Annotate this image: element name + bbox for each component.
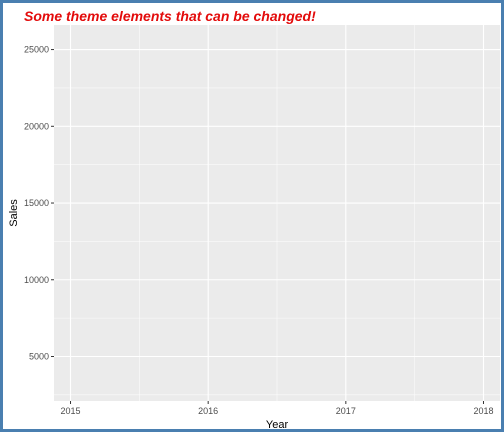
x-axis-title: Year bbox=[266, 419, 289, 431]
y-tick-label: 25000 bbox=[24, 45, 49, 55]
y-tick-label: 20000 bbox=[24, 121, 49, 131]
chart-title: Some theme elements that can be changed! bbox=[24, 8, 316, 24]
x-tick-label: 2016 bbox=[198, 406, 218, 416]
y-tick-label: 15000 bbox=[24, 198, 49, 208]
x-axis: 2015 2016 2017 2018 bbox=[61, 401, 493, 416]
x-tick-label: 2018 bbox=[473, 406, 493, 416]
chart: Some theme elements that can be changed!… bbox=[8, 8, 500, 431]
y-axis-title: Sales bbox=[8, 199, 20, 227]
major-gridlines bbox=[54, 25, 500, 401]
x-tick-label: 2017 bbox=[336, 406, 356, 416]
minor-gridlines bbox=[54, 25, 500, 401]
y-axis: 5000 10000 15000 20000 25000 bbox=[24, 45, 54, 361]
y-tick-label: 5000 bbox=[29, 351, 49, 361]
x-tick-label: 2015 bbox=[61, 406, 81, 416]
y-tick-label: 10000 bbox=[24, 275, 49, 285]
